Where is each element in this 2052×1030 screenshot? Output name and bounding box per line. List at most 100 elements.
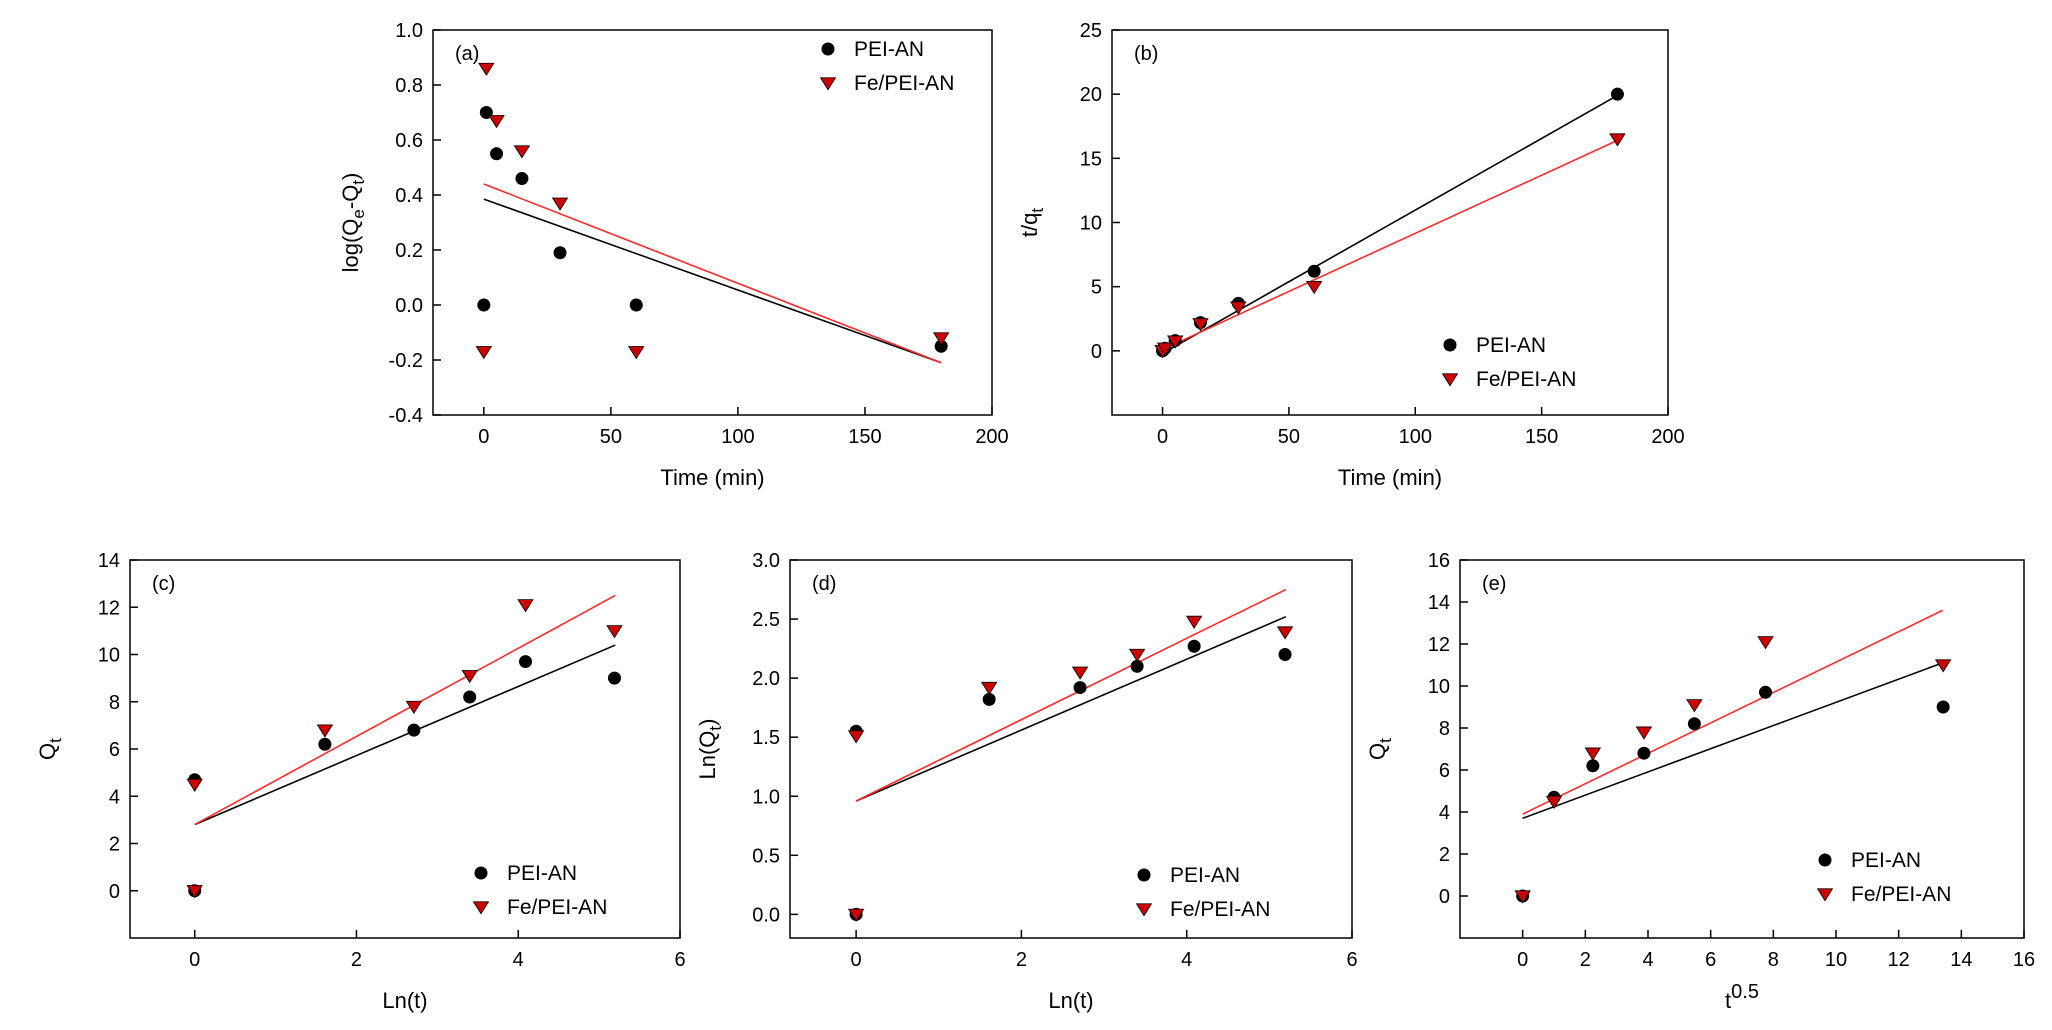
data-point-fe-pei-an	[1185, 615, 1203, 629]
data-point-fe-pei-an	[186, 885, 203, 899]
legend: PEI-AN Fe/PEI-AN	[1816, 849, 1951, 906]
x-tick-label: 8	[1768, 949, 1779, 971]
data-point-fe-pei-an	[186, 778, 203, 792]
fit-line-pei-an	[1162, 94, 1618, 355]
data-point-fe-pei-an	[475, 346, 493, 360]
y-axis-title-base: t/q	[1017, 213, 1042, 237]
data-point-fe-pei-an	[1545, 795, 1563, 810]
x-tick-label: 10	[1825, 949, 1847, 971]
fit-line-pei-an	[855, 615, 1287, 802]
y-tick-label: 0.2	[395, 240, 423, 262]
data-point-fe-pei-an	[606, 625, 623, 639]
chart-panel-1: -0.4 -0.2 0.0 0.2 0.4 0.6 0.8 1.0 0 50 100 150 200 (a…	[338, 20, 1009, 490]
x-axis-title: Ln(t)	[1048, 988, 1093, 1013]
y-tick-label: 12	[98, 597, 120, 619]
y-tick-label: 5	[1091, 277, 1102, 299]
fit-line-fe-pei-an	[1162, 139, 1618, 351]
x-tick-label: 0	[189, 949, 200, 971]
x-tick-label: 6	[674, 949, 685, 971]
data-point-fe-pei-an	[1635, 726, 1653, 740]
chart-panel-4: 0.0 0.5 1.0 1.5 2.0 2.5 3.0 0 2 4 6 (d) Ln(t) Ln(Qt) P…	[695, 550, 1358, 1013]
y-tick-label: 2.0	[752, 668, 780, 690]
y-tick-label: 1.5	[752, 727, 780, 749]
y-tick-label: 2	[1439, 844, 1450, 866]
y-tick-label: 20	[1080, 84, 1102, 106]
legend-symbol	[1137, 868, 1151, 882]
data-point-fe-pei-an	[1514, 890, 1531, 904]
data-point-fe-pei-an	[461, 670, 478, 684]
y-axis-title-subscript: t	[1028, 208, 1047, 213]
y-tick-label: 6	[109, 739, 120, 761]
x-tick-label: 0	[851, 949, 862, 971]
panel-label: (b)	[1134, 43, 1158, 65]
x-tick-label: 2	[1016, 949, 1027, 971]
plot-frame	[129, 559, 681, 939]
y-tick-label: 1.0	[752, 786, 780, 808]
data-point-fe-pei-an	[1156, 342, 1174, 356]
data-point-fe-pei-an	[513, 145, 531, 159]
data-point-pei-an	[1637, 746, 1651, 760]
y-tick-label: 0	[1439, 886, 1450, 908]
x-axis-title: Time (min)	[660, 465, 764, 490]
legend-label: Fe/PEI-AN	[1170, 898, 1270, 921]
data-point-pei-an	[1130, 659, 1144, 673]
data-point-fe-pei-an	[1192, 318, 1209, 332]
y-tick-label: 14	[1428, 592, 1450, 614]
x-axis-title: Time (min)	[1338, 465, 1442, 490]
y-tick-label: 2.5	[752, 609, 780, 631]
data-point-pei-an	[490, 147, 504, 161]
legend-label: Fe/PEI-AN	[507, 896, 607, 919]
x-tick-label: 50	[1278, 426, 1300, 448]
panel-label: (c)	[152, 573, 175, 595]
y-tick-label: 3.0	[752, 550, 780, 572]
data-point-fe-pei-an	[1230, 301, 1247, 315]
y-tick-label: 0.8	[395, 75, 423, 97]
fit-line-fe-pei-an	[483, 183, 942, 364]
y-tick-label: 0	[109, 881, 120, 903]
y-tick-label: 8	[1439, 718, 1450, 740]
fit-line-pei-an	[194, 644, 616, 826]
y-tick-label: 8	[109, 692, 120, 714]
y-axis-title-base: )	[695, 719, 720, 726]
x-axis-title-superscript: 0.5	[1731, 981, 1759, 1003]
data-point-pei-an	[1187, 639, 1201, 653]
fit-line-fe-pei-an	[194, 594, 616, 826]
chart-panel-3: 0 2 4 6 8 10 12 14 0 2 4 6 (c) Ln(t) Qt PEI-AN Fe/PEI-AN	[35, 550, 686, 1013]
x-axis-title-base: t	[1725, 988, 1731, 1013]
data-point-pei-an	[318, 737, 332, 751]
x-tick-label: 2	[351, 949, 362, 971]
legend-symbol	[821, 42, 835, 56]
y-axis-title-base: Q	[35, 743, 60, 760]
y-axis-title-subscript: t	[349, 180, 368, 185]
legend: PEI-AN Fe/PEI-AN	[472, 862, 607, 919]
y-tick-label: 14	[98, 550, 120, 572]
x-tick-label: 6	[1705, 949, 1716, 971]
x-tick-label: 6	[1346, 949, 1357, 971]
x-tick-label: 200	[1651, 426, 1684, 448]
y-tick-label: 10	[1428, 676, 1450, 698]
legend-symbol	[1816, 888, 1834, 902]
data-point-fe-pei-an	[980, 681, 998, 696]
data-point-fe-pei-an	[1305, 281, 1323, 295]
panel-label: (d)	[812, 573, 836, 595]
legend-label: PEI-AN	[854, 38, 924, 61]
data-point-fe-pei-an	[517, 599, 534, 613]
x-tick-label: 14	[1950, 949, 1972, 971]
x-axis-title: t0.5	[1725, 981, 1759, 1013]
legend-symbol	[1443, 338, 1457, 352]
y-tick-label: 15	[1080, 148, 1102, 170]
y-tick-label: 0.0	[395, 295, 423, 317]
data-point-fe-pei-an	[1071, 666, 1089, 680]
y-axis-title-subscript: t	[46, 738, 65, 743]
x-tick-label: 150	[1525, 426, 1558, 448]
y-axis-title-base: -Q	[338, 185, 363, 209]
x-tick-label: 4	[1642, 949, 1653, 971]
y-axis-title: Ln(Qt)	[695, 719, 725, 780]
y-tick-label: 6	[1439, 760, 1450, 782]
fit-line-pei-an	[483, 198, 942, 364]
legend-label: PEI-AN	[1170, 864, 1240, 887]
data-point-fe-pei-an	[478, 62, 495, 77]
x-tick-label: 150	[848, 426, 881, 448]
data-point-fe-pei-an	[1276, 626, 1294, 640]
